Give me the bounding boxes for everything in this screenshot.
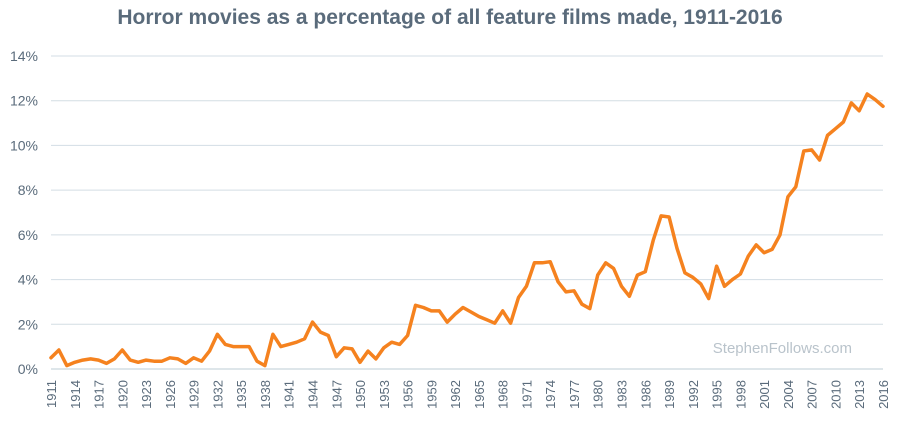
x-tick-label: 1995 <box>710 380 725 409</box>
y-tick-label: 2% <box>18 316 38 332</box>
x-tick-label: 1977 <box>567 380 582 409</box>
x-tick-labels: 1911 1914 1917 1920 1923 1926 1929 1932 1935 1938… <box>44 380 891 409</box>
x-tick-label: 1971 <box>519 380 534 409</box>
x-tick-label: 2001 <box>757 380 772 409</box>
x-tick-label: 1941 <box>282 380 297 409</box>
x-tick-label: 1914 <box>68 380 83 409</box>
x-tick-label: 1950 <box>353 380 368 409</box>
y-tick-label: 14% <box>10 48 38 64</box>
x-tick-label: 1923 <box>139 380 154 409</box>
series-line <box>49 92 885 368</box>
x-tick-label: 1986 <box>638 380 653 409</box>
x-tick-label: 2004 <box>781 380 796 409</box>
x-tick-label: 2007 <box>805 380 820 409</box>
y-tick-label: 12% <box>10 93 38 109</box>
x-tick-label: 1974 <box>543 380 558 409</box>
x-tick-label: 1944 <box>305 380 320 409</box>
chart-title: Horror movies as a percentage of all fea… <box>117 6 783 29</box>
x-tick-label: 1998 <box>733 380 748 409</box>
x-tick-label: 1959 <box>424 380 439 409</box>
x-tick-label: 1968 <box>496 380 511 409</box>
x-tick-label: 1989 <box>662 380 677 409</box>
x-tick-label: 1938 <box>258 380 273 409</box>
x-tick-label: 1935 <box>234 380 249 409</box>
y-tick-label: 6% <box>18 227 38 243</box>
x-tick-label: 1926 <box>163 380 178 409</box>
x-tick-label: 1980 <box>591 380 606 409</box>
y-tick-label: 0% <box>18 361 38 377</box>
y-tick-label: 4% <box>18 272 38 288</box>
x-tick-label: 1917 <box>92 380 107 409</box>
x-tick-label: 1956 <box>401 380 416 409</box>
y-tick-label: 10% <box>10 137 38 153</box>
x-tick-label: 1962 <box>448 380 463 409</box>
x-tick-label: 1929 <box>187 380 202 409</box>
x-tick-label: 2010 <box>828 380 843 409</box>
watermark-text: StephenFollows.com <box>713 340 852 357</box>
x-tick-label: 1983 <box>615 380 630 409</box>
x-tick-label: 1965 <box>472 380 487 409</box>
grid-lines <box>51 55 883 370</box>
x-tick-label: 1953 <box>377 380 392 409</box>
y-tick-label: 8% <box>18 182 38 198</box>
x-tick-label: 2016 <box>876 380 891 409</box>
x-tick-label: 1932 <box>210 380 225 409</box>
x-tick-label: 1911 <box>44 380 59 408</box>
x-tick-label: 1920 <box>115 380 130 409</box>
x-tick-label: 2013 <box>852 380 867 409</box>
x-tick-label: 1992 <box>686 380 701 409</box>
x-tick-label: 1947 <box>329 380 344 409</box>
y-tick-labels: 0% 2% 4% 6% 8% 10% 12% 14% <box>10 48 38 377</box>
